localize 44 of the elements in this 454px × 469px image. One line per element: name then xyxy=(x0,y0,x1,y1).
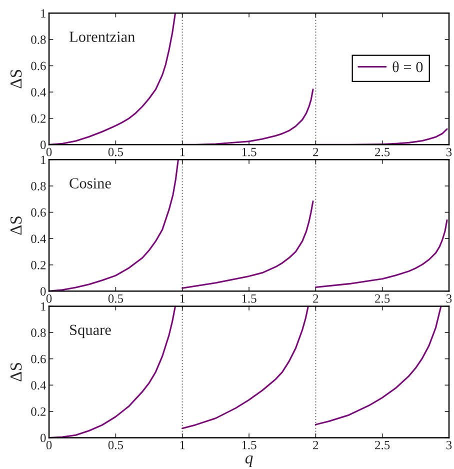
annotation: Lorentzian xyxy=(69,32,135,42)
x-tick-label: 2.5 xyxy=(375,294,390,303)
x-tick-label: 2.5 xyxy=(375,440,390,450)
x-tick-label: 3 xyxy=(446,148,452,156)
x-tick-label: 2.5 xyxy=(375,148,390,156)
y-axis-title: ΔS xyxy=(10,362,22,382)
y-tick-label: 0.4 xyxy=(31,381,46,390)
y-tick-label: 0.6 xyxy=(31,208,46,217)
x-tick-label: 3 xyxy=(446,294,452,303)
x-tick-label: 0.5 xyxy=(108,294,124,303)
x-tick-label: 1 xyxy=(180,440,185,450)
x-tick-label: 1 xyxy=(180,294,185,303)
x-tick-label: 3 xyxy=(446,440,452,450)
x-tick-label: 1.5 xyxy=(242,440,256,450)
y-tick-label: 0.8 xyxy=(31,35,46,44)
y-tick-label: 0.4 xyxy=(31,88,46,97)
y-axis-title: ΔS xyxy=(10,216,22,235)
y-axis-title: ΔS xyxy=(10,70,22,88)
y-tick-label: 0.8 xyxy=(31,182,46,190)
y-tick-label: 0.2 xyxy=(31,114,46,123)
x-tick-label: 1.5 xyxy=(242,294,256,303)
y-tick-label: 0.2 xyxy=(31,260,46,270)
y-tick-label: 0.6 xyxy=(31,354,46,364)
x-tick-label: 0.5 xyxy=(108,148,124,156)
y-tick-label: 0 xyxy=(40,434,46,442)
legend-label: θ = 0 xyxy=(392,61,423,72)
x-tick-label: 2 xyxy=(313,148,318,156)
y-tick-label: 1 xyxy=(41,9,46,18)
annotation: Cosine xyxy=(70,178,111,188)
x-tick-label: 2 xyxy=(313,294,318,303)
y-tick-label: 0.8 xyxy=(31,328,46,338)
y-tick-label: 0 xyxy=(40,287,46,296)
x-tick-label: 1.5 xyxy=(242,148,256,156)
annotation: Square xyxy=(70,324,111,338)
x-axis-title: q xyxy=(245,456,253,467)
y-tick-label: 0.4 xyxy=(31,234,46,244)
y-tick-label: 1 xyxy=(41,302,46,311)
x-tick-label: 1 xyxy=(180,148,185,156)
x-tick-label: 2 xyxy=(313,440,318,450)
y-tick-label: 1 xyxy=(41,156,46,164)
x-tick-label: 0.5 xyxy=(108,440,124,450)
y-tick-label: 0.2 xyxy=(31,407,46,416)
y-tick-label: 0 xyxy=(40,140,46,150)
y-tick-label: 0.6 xyxy=(31,62,46,70)
